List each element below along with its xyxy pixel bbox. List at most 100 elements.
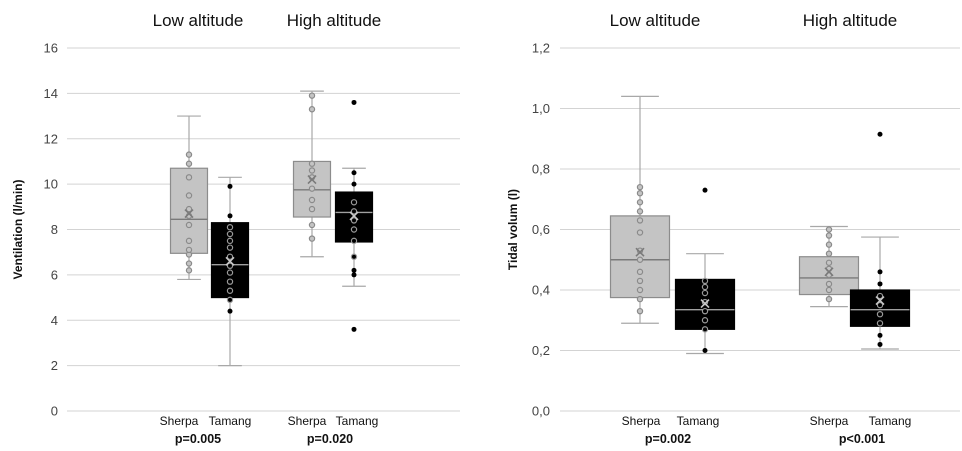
data-point xyxy=(350,253,358,260)
data-point xyxy=(825,295,833,303)
data-point xyxy=(308,160,316,167)
data-point xyxy=(825,226,833,233)
y-tick-label: 1,0 xyxy=(532,101,550,116)
box-sherpa: Sherpa xyxy=(288,90,332,428)
data-point xyxy=(876,320,884,327)
p-value-label: p=0.020 xyxy=(307,432,353,446)
outlier-point xyxy=(702,187,708,193)
mean-marker xyxy=(824,267,834,277)
data-point xyxy=(185,260,193,267)
group-2: High altitude p=0.020 Sherpa Tamang xyxy=(287,11,382,446)
y-axis-label: Ventilation (l/min) xyxy=(11,179,25,279)
mean-marker xyxy=(184,209,194,219)
data-point xyxy=(701,307,709,315)
chart-panel-2: 0,0 0,2 0,4 0,6 0,8 1,0 1,2 Tidal volum (l) Low … xyxy=(506,11,960,446)
outlier-point xyxy=(877,341,883,347)
category-label: Sherpa xyxy=(622,414,661,428)
data-point xyxy=(185,267,193,274)
y-tick-label: 1,2 xyxy=(532,41,550,56)
y-tick-label: 14 xyxy=(44,86,58,101)
category-label: Sherpa xyxy=(810,414,849,428)
mean-marker-stroke xyxy=(184,209,194,219)
group-title: Low altitude xyxy=(153,11,244,30)
data-point xyxy=(308,205,316,213)
data-point xyxy=(185,246,193,254)
data-point xyxy=(226,253,234,260)
group-title: High altitude xyxy=(803,11,898,30)
data-point xyxy=(185,192,193,199)
group-1: Low altitude p=0.002 Sherpa Tamang xyxy=(609,11,736,446)
data-point xyxy=(308,167,316,174)
data-point xyxy=(350,199,358,206)
box-sherpa: Sherpa xyxy=(798,225,860,428)
mean-marker-stroke xyxy=(875,296,885,306)
data-point xyxy=(636,199,644,206)
data-point xyxy=(636,208,644,215)
mean-marker-stroke xyxy=(635,247,645,257)
data-point xyxy=(825,280,833,288)
data-point xyxy=(636,217,644,224)
data-point xyxy=(226,296,234,304)
box-sherpa: Sherpa xyxy=(160,115,209,428)
mean-marker-stroke xyxy=(307,175,317,185)
group-title: High altitude xyxy=(287,11,382,30)
data-point xyxy=(185,174,193,181)
data-point xyxy=(185,160,193,167)
data-point xyxy=(825,232,833,239)
outlier-point xyxy=(351,181,357,187)
y-tick-label: 0 xyxy=(51,404,58,419)
box-tamang: Tamang xyxy=(674,187,736,428)
group-1: Low altitude p=0.005 Sherpa Tamang xyxy=(153,11,252,446)
category-label: Tamang xyxy=(869,414,912,428)
outlier-point xyxy=(227,308,233,314)
category-label: Tamang xyxy=(677,414,720,428)
data-point xyxy=(636,307,644,315)
group-2: High altitude p<0.001 Sherpa Tamang xyxy=(798,11,912,446)
data-point xyxy=(825,259,833,266)
chart-panel-1: 0 2 4 6 8 10 12 14 16 Ventilation (l/min) Low alti… xyxy=(11,11,460,446)
outlier-point xyxy=(351,267,357,273)
data-point xyxy=(226,287,234,294)
data-point xyxy=(876,301,884,309)
data-point xyxy=(308,92,316,99)
data-point xyxy=(876,292,884,300)
box-sherpa: Sherpa xyxy=(609,95,671,428)
category-label: Tamang xyxy=(209,414,252,428)
outlier-point xyxy=(877,269,883,275)
y-tick-label: 0,6 xyxy=(532,222,550,237)
data-point xyxy=(308,235,316,242)
data-point xyxy=(636,189,644,197)
p-value-label: p<0.001 xyxy=(839,432,885,446)
box-tamang: Tamang xyxy=(334,99,378,428)
data-point xyxy=(350,237,358,245)
outlier-point xyxy=(877,332,883,338)
data-point xyxy=(701,326,709,333)
data-point xyxy=(701,283,709,291)
data-point xyxy=(701,317,709,324)
data-point xyxy=(226,269,234,276)
y-tick-label: 2 xyxy=(51,358,58,373)
y-tick-label: 12 xyxy=(44,131,58,146)
data-point xyxy=(825,250,833,257)
box-tamang: Tamang xyxy=(209,176,252,428)
data-point xyxy=(825,286,833,294)
data-point xyxy=(825,241,833,248)
mean-marker xyxy=(875,296,885,306)
data-point xyxy=(350,208,358,215)
mean-marker-stroke xyxy=(700,299,710,309)
outlier-point xyxy=(227,213,233,219)
mean-marker-stroke xyxy=(225,256,235,266)
y-tick-label: 0,2 xyxy=(532,343,550,358)
outlier-point xyxy=(227,183,233,189)
category-label: Sherpa xyxy=(160,414,199,428)
data-point xyxy=(636,229,644,236)
outlier-point xyxy=(351,326,357,332)
outlier-point xyxy=(351,99,357,105)
y-tick-label: 16 xyxy=(44,41,58,56)
data-point xyxy=(636,295,644,303)
data-point xyxy=(185,221,193,229)
mean-marker xyxy=(349,211,359,221)
y-tick-label: 10 xyxy=(44,177,58,192)
mean-marker xyxy=(225,256,235,266)
